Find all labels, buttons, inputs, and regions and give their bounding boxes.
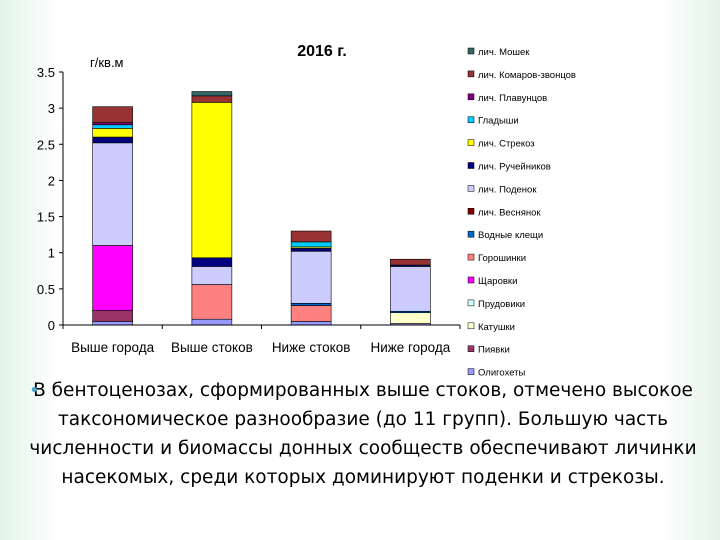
y-axis-label: г/кв.м — [90, 55, 124, 70]
legend-swatch — [467, 253, 475, 261]
legend-swatch — [467, 116, 475, 123]
bar-segment — [92, 122, 133, 126]
bar-segment — [191, 91, 233, 97]
y-tick-label: 0.5 — [37, 282, 55, 297]
legend-swatch — [467, 345, 475, 352]
bar-segment — [191, 95, 233, 103]
legend-label: лич. Мошек — [478, 47, 530, 58]
bar-segment — [390, 258, 431, 266]
legend: лич. Мошек лич. Комаров-звонцов лич. Плаву… — [467, 47, 576, 379]
legend-swatch — [467, 276, 475, 284]
bar-segment — [290, 248, 332, 252]
y-tick-label: 2.5 — [37, 137, 55, 152]
caption-text: В бентоценозах, сформированных выше сток… — [29, 380, 697, 488]
bar-segment — [290, 303, 332, 306]
legend-swatch — [467, 299, 475, 307]
legend-label: Гладыши — [478, 116, 519, 127]
legend-swatch — [467, 47, 475, 55]
bar-segment — [290, 241, 332, 248]
y-tick-label: 3.5 — [37, 65, 55, 80]
bar-segment — [92, 310, 133, 322]
x-tick-label: Ниже города — [370, 340, 450, 355]
legend-label: лич. Веснянок — [478, 207, 541, 218]
legend-swatch — [467, 208, 475, 215]
y-tick-label: 2 — [48, 173, 55, 188]
bar-segment — [191, 266, 233, 285]
bar-segment — [191, 257, 233, 267]
x-tick-label: Выше стоков — [171, 340, 253, 355]
bar-segment — [191, 318, 233, 326]
bar-segment — [191, 284, 233, 320]
legend-label: Олигохеты — [478, 368, 526, 379]
legend-swatch — [467, 322, 475, 330]
legend-label: Щаровки — [478, 276, 517, 287]
stacked-bar-chart: 2016 г. г/кв.м 0 0.5 1 1.5 2 2.5 3 3.5 Выше гор… — [37, 43, 576, 379]
x-axis: Выше города Выше стоков Ниже стоков Ниже го… — [62, 324, 461, 355]
caption-paragraph: • В бентоценозах, сформированных выше ст… — [25, 376, 701, 492]
chart-title: 2016 г. — [297, 43, 347, 60]
bars — [92, 91, 431, 326]
legend-swatch — [467, 93, 475, 101]
x-tick-label: Ниже стоков — [272, 340, 351, 355]
bullet-icon: • — [29, 380, 40, 401]
legend-swatch — [467, 230, 475, 238]
y-tick-label: 0 — [48, 318, 55, 333]
bar-segment — [92, 245, 133, 311]
bar-segment — [191, 102, 233, 259]
bar-segment — [390, 312, 431, 324]
bar-segment — [290, 250, 332, 304]
legend-label: лич. Поденок — [478, 184, 537, 195]
bar-segment — [390, 266, 431, 312]
legend-label: лич. Плавунцов — [478, 93, 547, 104]
bar-segment — [92, 136, 133, 144]
bar-segment — [92, 106, 133, 123]
bar-segment — [92, 128, 133, 138]
y-axis: 0 0.5 1 1.5 2 2.5 3 3.5 — [37, 65, 64, 333]
bar-segment — [92, 142, 133, 246]
legend-label: Горошинки — [478, 253, 526, 264]
y-tick-label: 1 — [48, 246, 55, 261]
legend-swatch — [467, 368, 475, 375]
legend-label: лич. Стрекоз — [478, 139, 535, 150]
bar-segment — [92, 124, 133, 129]
y-tick-label: 3 — [48, 101, 55, 116]
legend-swatch — [467, 70, 475, 78]
legend-label: Водные клещи — [478, 230, 543, 241]
legend-swatch — [467, 185, 475, 192]
bar-segment — [290, 321, 332, 326]
bar-segment — [290, 230, 332, 243]
legend-label: Прудовики — [478, 299, 525, 310]
legend-label: лич. Ручейников — [478, 162, 551, 173]
legend-label: лич. Комаров-звонцов — [478, 70, 576, 81]
bar-segment — [92, 321, 133, 326]
y-tick-label: 1.5 — [37, 210, 55, 225]
legend-label: Пиявки — [478, 345, 510, 356]
x-tick-label: Выше города — [71, 340, 155, 355]
legend-label: Катушки — [478, 322, 515, 333]
legend-swatch — [467, 162, 475, 169]
bar-segment — [290, 305, 332, 322]
legend-swatch — [467, 139, 475, 146]
